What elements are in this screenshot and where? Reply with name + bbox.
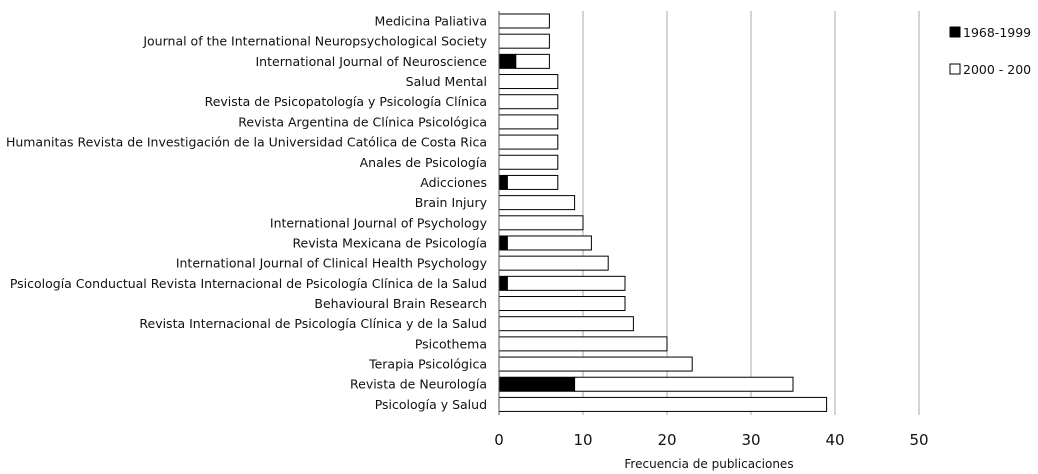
category-label: Journal of the International Neuropsycho… [142,34,487,49]
category-label: Revista Mexicana de Psicología [292,235,487,250]
x-tick-label: 40 [825,431,844,449]
bar-segment-1968-1999 [498,275,508,291]
legend-swatch-1968-1999 [949,26,961,38]
bar-segment-2000-200 [515,53,550,69]
bar-segment-2000-200 [506,235,592,251]
bar-segment-2000-200 [498,396,828,412]
category-label: Terapia Psicológica [368,357,487,372]
x-axis-title: Frecuencia de publicaciones [624,457,793,471]
bars [498,13,828,412]
category-label: Anales de Psicología [360,155,487,170]
bar-segment-2000-200 [574,376,794,392]
bar-segment-1968-1999 [498,174,508,190]
category-label: Psicología Conductual Revista Internacio… [10,276,487,291]
category-label: Behavioural Brain Research [314,296,487,311]
category-label: Psicothema [415,336,487,351]
legend: 1968-1999 2000 - 200 [949,25,1031,77]
category-label: Revista Argentina de Clínica Psicológica [238,114,487,129]
legend-label-2000-200: 2000 - 200 [963,62,1031,77]
bar-segment-2000-200 [498,33,550,49]
category-label: Revista de Psicopatología y Psicología C… [205,94,487,109]
category-label: Revista Internacional de Psicología Clín… [139,316,487,331]
bar-segment-2000-200 [498,215,584,231]
category-label: Psicología y Salud [375,397,487,412]
x-tick-label: 10 [573,431,592,449]
x-tick-label: 50 [909,431,928,449]
bar-segment-2000-200 [498,154,559,170]
legend-swatch-2000-200 [949,63,961,75]
category-label: Adicciones [420,175,487,190]
category-label: Medicina Paliativa [375,14,487,29]
category-label: International Journal of Neuroscience [256,54,488,69]
bar-segment-2000-200 [498,296,626,312]
category-label: Salud Mental [406,74,487,89]
bar-segment-2000-200 [506,174,559,190]
bar-segment-2000-200 [498,195,576,211]
x-tick-label: 20 [657,431,676,449]
x-tick-label: 0 [494,431,504,449]
bar-segment-1968-1999 [498,235,508,251]
bar-segment-2000-200 [498,13,550,29]
category-label: Revista de Neurología [350,377,487,392]
bar-segment-2000-200 [498,74,559,90]
category-label: Brain Injury [415,195,488,210]
category-label: International Journal of Clinical Health… [176,256,488,271]
gridlines [582,11,920,415]
bar-segment-1968-1999 [498,53,517,69]
x-tick-label: 30 [741,431,760,449]
bar-segment-2000-200 [498,255,609,271]
legend-label-1968-1999: 1968-1999 [963,25,1031,40]
bar-segment-1968-1999 [498,376,576,392]
x-tick-labels: 0 10 20 30 40 50 [494,431,928,449]
bar-segment-2000-200 [498,336,668,352]
category-labels: Medicina Paliativa Journal of the Interna… [6,14,488,412]
category-label: Humanitas Revista de Investigación de la… [6,135,487,150]
bar-segment-2000-200 [506,275,626,291]
bar-segment-2000-200 [498,134,559,150]
category-label: International Journal of Psychology [270,215,488,230]
bar-segment-2000-200 [498,316,634,332]
bar-segment-2000-200 [498,94,559,110]
bar-segment-2000-200 [498,114,559,130]
bar-segment-2000-200 [498,356,693,372]
